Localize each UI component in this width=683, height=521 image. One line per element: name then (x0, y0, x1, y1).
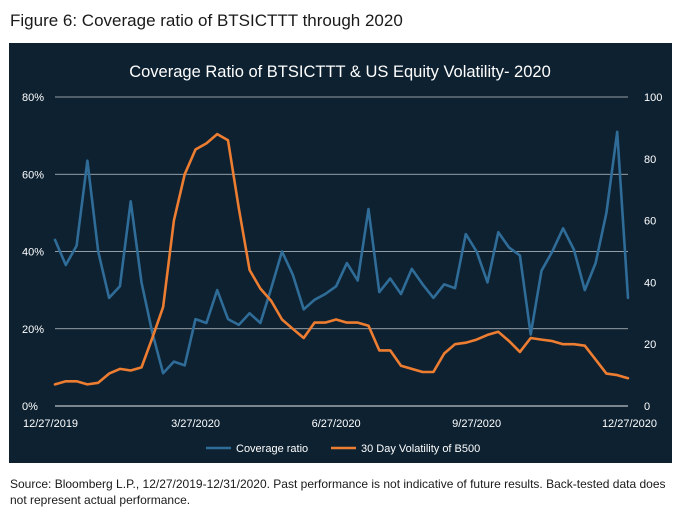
left-tick-label: 80% (22, 92, 44, 104)
volatility-line (53, 132, 630, 386)
series-lines (53, 130, 630, 386)
left-tick-label: 40% (22, 247, 44, 259)
right-tick-label: 100 (644, 92, 662, 104)
right-tick-label: 40 (644, 277, 656, 289)
right-axis-ticks: 0 20 40 60 80 100 (644, 92, 662, 413)
x-tick-label: 9/27/2020 (452, 418, 501, 430)
coverage-ratio-line (53, 130, 630, 375)
left-axis-ticks: 0% 20% 40% 60% 80% (22, 92, 44, 413)
right-tick-label: 80 (644, 154, 656, 166)
right-tick-label: 20 (644, 339, 656, 351)
chart-container: Coverage Ratio of BTSICTTT & US Equity V… (9, 43, 672, 463)
chart-title: Coverage Ratio of BTSICTTT & US Equity V… (129, 63, 551, 81)
right-tick-label: 60 (644, 216, 656, 228)
legend-coverage-label: Coverage ratio (236, 443, 308, 455)
left-tick-label: 20% (22, 324, 44, 336)
source-note: Source: Bloomberg L.P., 12/27/2019-12/31… (10, 477, 666, 507)
x-tick-label: 3/27/2020 (171, 418, 220, 430)
right-tick-label: 0 (644, 401, 650, 413)
legend: Coverage ratio 30 Day Volatility of B500 (206, 443, 480, 455)
left-tick-label: 0% (22, 401, 38, 413)
x-tick-label: 12/27/2020 (602, 418, 657, 430)
figure-title: Figure 6: Coverage ratio of BTSICTTT thr… (10, 11, 403, 30)
legend-volatility-label: 30 Day Volatility of B500 (361, 443, 480, 455)
x-tick-label: 6/27/2020 (312, 418, 361, 430)
gridlines (55, 96, 628, 407)
x-tick-label: 12/27/2019 (23, 418, 78, 430)
x-axis-ticks: 12/27/2019 3/27/2020 6/27/2020 9/27/2020 12/… (23, 418, 657, 430)
left-tick-label: 60% (22, 169, 44, 181)
chart-svg: Coverage Ratio of BTSICTTT & US Equity V… (22, 63, 662, 455)
